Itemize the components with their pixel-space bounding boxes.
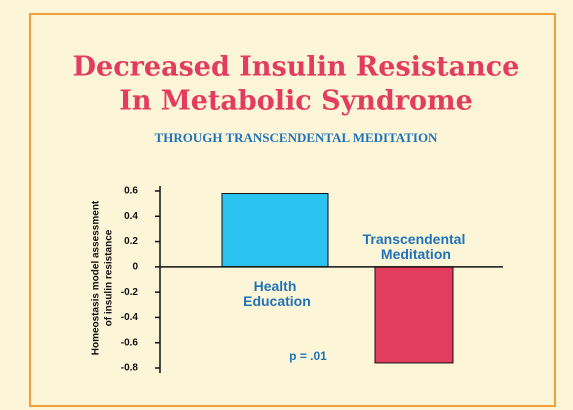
y-tick-label: -0.4 <box>121 312 139 323</box>
y-tick-label: 0 <box>132 261 138 272</box>
chart-subtitle: THROUGH TRANSCENDENTAL MEDITATION <box>155 130 439 145</box>
y-axis-label: of insulin resistance <box>104 229 115 326</box>
frame <box>29 13 556 407</box>
y-tick-label: -0.6 <box>121 337 139 348</box>
chart-title: Decreased Insulin Resistance <box>73 52 520 83</box>
y-tick-label: -0.2 <box>121 287 139 298</box>
y-tick-label: 0.6 <box>124 186 138 197</box>
bar <box>374 266 454 364</box>
y-tick-label: 0.4 <box>124 211 138 222</box>
y-tick-label: 0.2 <box>124 236 138 247</box>
annotation: p = .01 <box>289 349 327 363</box>
bar <box>221 193 329 268</box>
y-axis-label: Homeostasis model assessment <box>91 200 102 355</box>
category-label: Health Education <box>239 278 311 309</box>
category-label: Transcendental Meditation <box>363 231 466 262</box>
chart-title: In Metabolic Syndrome <box>119 86 473 117</box>
y-tick-label: -0.8 <box>121 363 139 374</box>
